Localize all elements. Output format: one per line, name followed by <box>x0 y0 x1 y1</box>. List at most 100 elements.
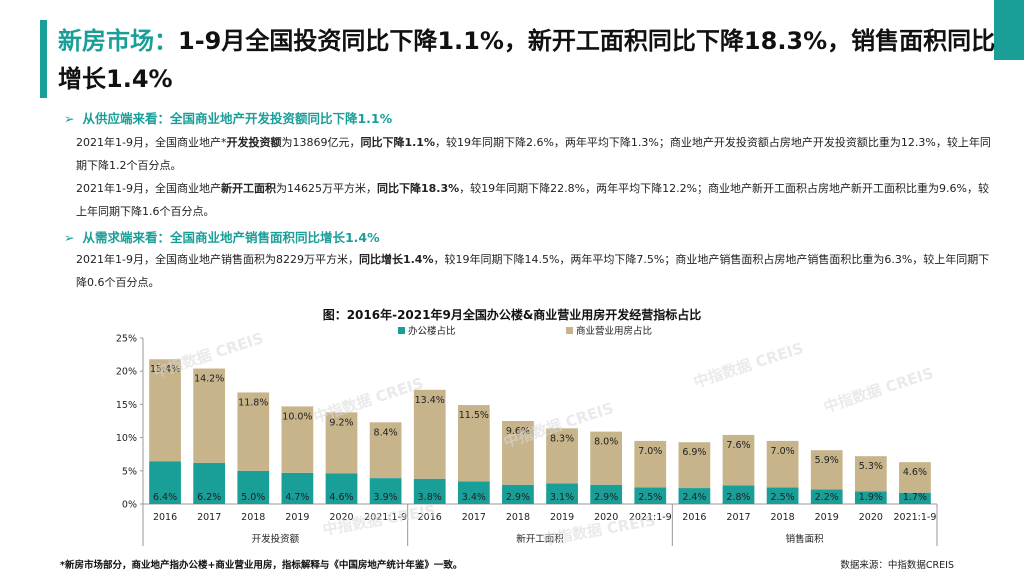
y-tick-label: 10% <box>116 433 137 444</box>
bar-commercial <box>810 450 843 490</box>
data-label-commercial: 9.6% <box>506 426 530 437</box>
x-tick-label: 2018 <box>771 512 795 523</box>
x-tick-label: 2019 <box>285 512 309 523</box>
data-label-office: 3.8% <box>418 492 442 503</box>
bar-office <box>678 488 711 504</box>
para2-text-2: 为14625万平方米， <box>275 182 377 195</box>
x-tick-label: 2017 <box>197 512 221 523</box>
para3-text-2: ，较19年同期下降14.5%，两年平均下降7.5%；商业地产销售面积占房地产销售… <box>76 253 990 289</box>
y-tick-label: 15% <box>116 400 137 411</box>
data-label-office: 5.0% <box>241 492 265 503</box>
bar-office <box>502 484 534 504</box>
data-label-office: 1.9% <box>859 492 883 503</box>
data-label-commercial: 7.0% <box>771 446 795 457</box>
bar-commercial <box>634 440 667 488</box>
stacked-bar-chart: 办公楼占比 商业营业用房占比 0% 5% 10% 15% 20% 25% 6.4% 15.4% 20… <box>116 325 938 549</box>
data-label-office: 4.7% <box>285 492 309 503</box>
group-label: 新开工面积 <box>516 533 564 545</box>
bar-commercial <box>678 442 711 489</box>
bar-commercial <box>193 368 226 463</box>
legend-swatch-office <box>398 327 405 334</box>
x-tick-label: 2020 <box>594 512 618 523</box>
data-label-office: 3.1% <box>550 492 574 503</box>
paragraph-investment: 2021年1-9月，全国商业地产*开发投资额为13869亿元，同比下降1.1%，… <box>76 131 996 177</box>
data-source: 数据来源：中指数据CREIS <box>840 560 954 571</box>
x-tick-label: 2018 <box>241 512 265 523</box>
bar-commercial <box>369 422 402 479</box>
data-label-office: 6.4% <box>153 492 177 503</box>
bar-commercial <box>149 359 181 462</box>
legend-label-commercial: 商业营业用房占比 <box>576 325 652 337</box>
x-tick-label: 2018 <box>506 512 530 523</box>
data-label-office: 3.9% <box>374 492 398 503</box>
y-tick-label: 25% <box>116 334 137 345</box>
data-label-commercial: 15.4% <box>150 364 180 375</box>
title-accent-bar <box>40 20 47 98</box>
bar-commercial <box>457 405 490 482</box>
x-tick-label: 2016 <box>418 512 442 523</box>
bar-office <box>854 491 887 504</box>
arrow-icon: ➢ <box>64 111 75 126</box>
para2-bold-1: 新开工面积 <box>220 182 276 195</box>
data-label-office: 2.5% <box>771 492 795 503</box>
data-label-commercial: 9.2% <box>329 417 353 428</box>
data-label-commercial: 14.2% <box>194 374 224 385</box>
bar-commercial <box>281 406 314 473</box>
data-label-commercial: 6.9% <box>682 447 706 458</box>
bar-office <box>766 487 799 504</box>
bar-office <box>149 461 181 504</box>
chart-title: 图：2016年-2021年9月全国办公楼&商业营业用房开发经营指标占比 <box>322 308 702 322</box>
title-text: 1-9月全国投资同比下降1.1%，新开工面积同比下降18.3%，销售面积同比增长… <box>58 27 996 93</box>
data-label-commercial: 5.3% <box>859 461 883 472</box>
arrow-icon: ➢ <box>64 230 75 245</box>
watermark-text: 中指数据 CREIS <box>321 501 437 539</box>
bar-office <box>457 481 490 504</box>
data-label-commercial: 4.6% <box>903 467 927 478</box>
bullet-supply: ➢ 从供应端来看：全国商业地产开发投资额同比下降1.1% <box>64 108 392 127</box>
para2-text-1: 2021年1-9月，全国商业地产 <box>76 182 221 195</box>
corner-decoration <box>994 0 1024 60</box>
data-label-office: 2.5% <box>638 492 662 503</box>
para1-text-3: ，较19年同期下降2.6%，两年平均下降1.3%；商业地产开发投资额占房地产开发… <box>76 136 991 172</box>
x-tick-label: 2019 <box>550 512 574 523</box>
data-label-office: 2.4% <box>682 492 706 503</box>
bar-commercial <box>325 412 358 474</box>
y-tick-label: 0% <box>122 500 137 511</box>
legend-label-office: 办公楼占比 <box>408 325 456 337</box>
bar-commercial <box>590 431 623 485</box>
footnote: *新房市场部分，商业地产指办公楼+商业营业用房，指标解释与《中国房地产统计年鉴》… <box>60 560 463 571</box>
x-tick-label: 2021:1-9 <box>629 512 672 523</box>
bullet-supply-text: 从供应端来看：全国商业地产开发投资额同比下降1.1% <box>82 111 393 126</box>
paragraph-new-construction: 2021年1-9月，全国商业地产新开工面积为14625万平方米，同比下降18.3… <box>76 177 996 223</box>
bar-office <box>722 485 755 504</box>
group-label: 开发投资额 <box>252 533 300 545</box>
legend-swatch-commercial <box>566 327 573 334</box>
data-label-office: 2.9% <box>506 492 530 503</box>
bar-commercial <box>546 428 578 484</box>
bar-office <box>810 489 843 504</box>
bar-office <box>369 478 402 504</box>
para1-bold-2: 同比下降1.1% <box>360 136 435 149</box>
bar-commercial <box>854 456 887 492</box>
bullet-demand: ➢ 从需求端来看：全国商业地产销售面积同比增长1.4% <box>64 227 380 246</box>
data-label-commercial: 10.0% <box>282 411 312 422</box>
paragraph-sales: 2021年1-9月，全国商业地产销售面积为8229万平方米，同比增长1.4%，较… <box>76 248 996 294</box>
page-title: 新房市场：1-9月全国投资同比下降1.1%，新开工面积同比下降18.3%，销售面… <box>58 22 998 98</box>
bar-commercial <box>766 440 799 488</box>
data-label-commercial: 7.0% <box>638 446 662 457</box>
bar-office <box>899 492 931 504</box>
group-label: 销售面积 <box>786 533 825 545</box>
data-label-commercial: 13.4% <box>415 395 445 406</box>
bar-commercial <box>722 434 755 486</box>
watermark-text: 中指数据 CREIS <box>821 364 935 416</box>
data-label-commercial: 8.0% <box>594 437 618 448</box>
data-label-commercial: 11.8% <box>238 397 268 408</box>
para1-text-1: 2021年1-9月，全国商业地产* <box>76 136 227 149</box>
watermark-text: 中指数据 CREIS <box>691 339 805 391</box>
data-label-commercial: 8.4% <box>374 427 398 438</box>
bar-commercial <box>899 462 931 493</box>
data-label-office: 6.2% <box>197 492 221 503</box>
y-tick-label: 20% <box>116 367 137 378</box>
para3-bold-1: 同比增长1.4% <box>358 253 434 266</box>
bar-office <box>546 483 578 504</box>
